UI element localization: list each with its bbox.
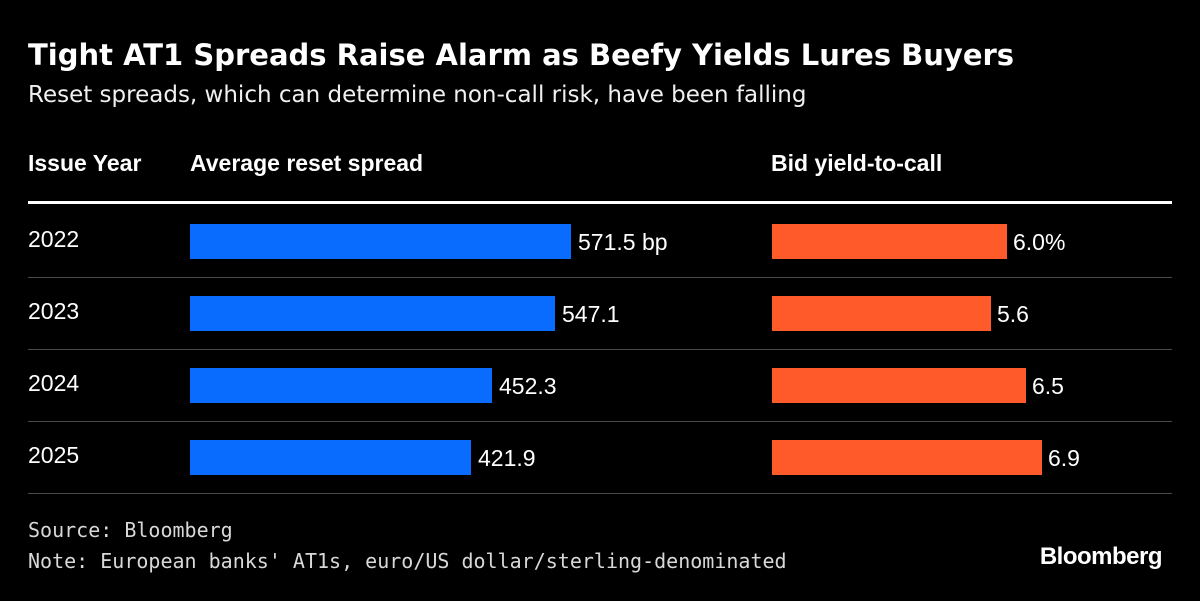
spread-value-label-2023: 547.1 bbox=[562, 301, 620, 327]
year-label-2023: 2023 bbox=[28, 298, 80, 324]
row-divider-2025 bbox=[28, 493, 1172, 494]
spread-value-label-2025: 421.9 bbox=[478, 445, 536, 471]
year-label-2022: 2022 bbox=[28, 226, 80, 252]
spread-bar-2023 bbox=[190, 296, 555, 331]
header-divider bbox=[28, 201, 1172, 204]
chart-subtitle: Reset spreads, which can determine non-c… bbox=[28, 82, 807, 108]
yield-value-label-2024: 6.5 bbox=[1032, 373, 1064, 399]
spread-bar-2025 bbox=[190, 440, 471, 475]
spread-bar-2024 bbox=[190, 368, 492, 403]
spread-value-label-2022: 571.5 bp bbox=[578, 229, 668, 255]
year-label-2025: 2025 bbox=[28, 442, 80, 468]
spread-bar-2022 bbox=[190, 224, 571, 259]
chart-title: Tight AT1 Spreads Raise Alarm as Beefy Y… bbox=[28, 38, 1015, 72]
bloomberg-logo: Bloomberg bbox=[1039, 543, 1163, 570]
year-label-2024: 2024 bbox=[28, 370, 80, 396]
yield-value-label-2025: 6.9 bbox=[1048, 445, 1080, 471]
header-bid-yield-to-call: Bid yield-to-call bbox=[771, 150, 943, 176]
yield-bar-2022 bbox=[772, 224, 1007, 259]
yield-value-label-2023: 5.6 bbox=[997, 301, 1029, 327]
source-note: Source: Bloomberg bbox=[28, 518, 233, 542]
yield-bar-2024 bbox=[772, 368, 1026, 403]
yield-value-label-2022: 6.0% bbox=[1013, 229, 1066, 255]
yield-bar-2025 bbox=[772, 440, 1042, 475]
spread-value-label-2024: 452.3 bbox=[499, 373, 557, 399]
yield-bar-2023 bbox=[772, 296, 991, 331]
header-average-reset-spread: Average reset spread bbox=[190, 150, 424, 176]
row-divider-2024 bbox=[28, 421, 1172, 422]
row-divider-2023 bbox=[28, 349, 1172, 350]
header-issue-year: Issue Year bbox=[28, 150, 142, 176]
row-divider-2022 bbox=[28, 277, 1172, 278]
footnote: Note: European banks' AT1s, euro/US doll… bbox=[28, 549, 787, 573]
